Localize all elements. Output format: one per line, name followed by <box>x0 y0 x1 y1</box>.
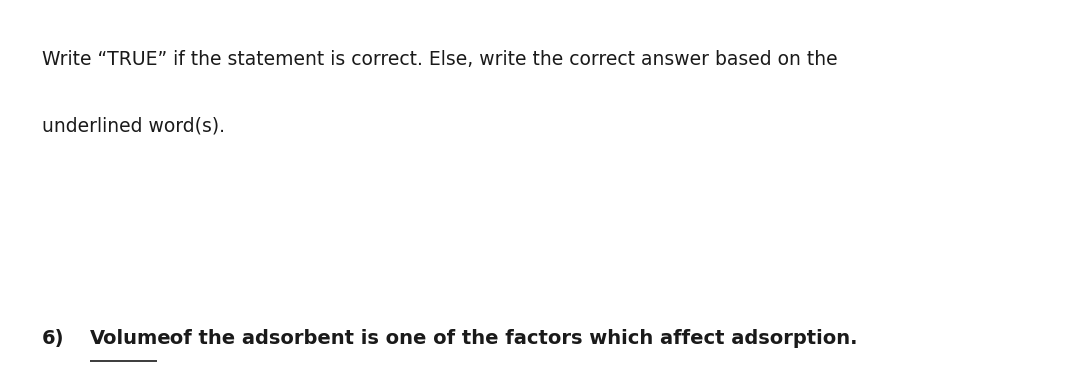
Text: 6): 6) <box>42 329 64 347</box>
Text: Volume: Volume <box>90 329 172 347</box>
Text: Write “TRUE” if the statement is correct. Else, write the correct answer based o: Write “TRUE” if the statement is correct… <box>42 50 837 69</box>
Text: of the adsorbent is one of the factors which affect adsorption.: of the adsorbent is one of the factors w… <box>163 329 858 347</box>
Text: underlined word(s).: underlined word(s). <box>42 117 225 136</box>
